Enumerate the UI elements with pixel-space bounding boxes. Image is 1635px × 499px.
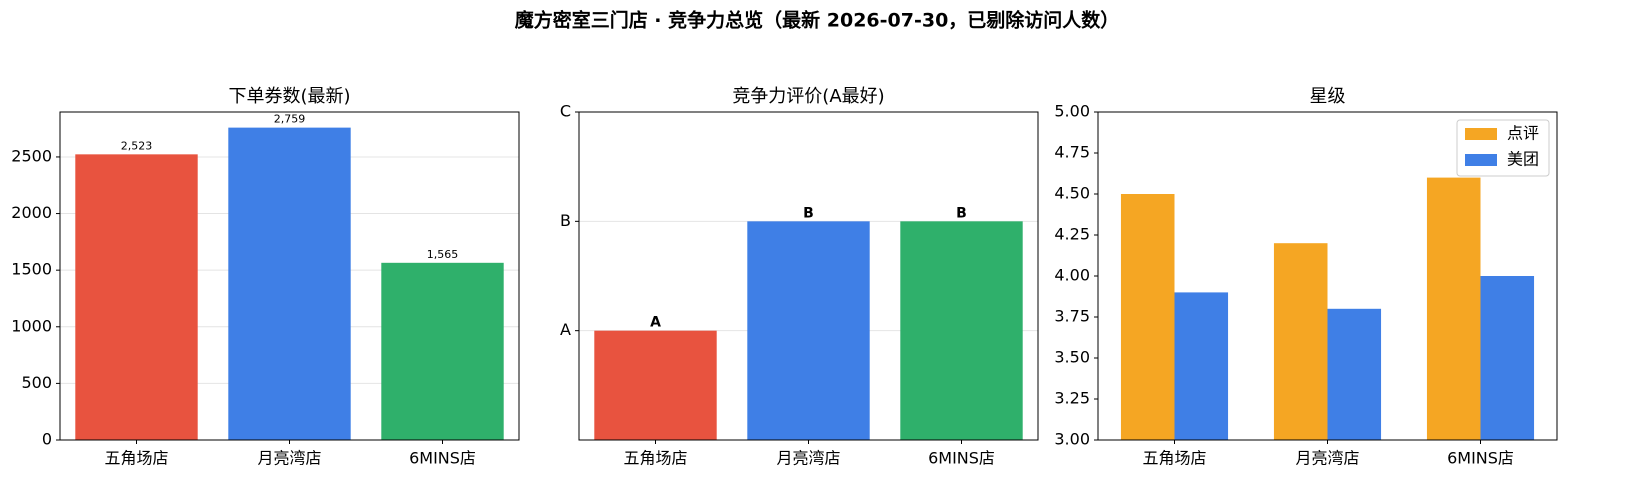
y-tick-label: 0: [42, 430, 52, 449]
y-tick-label: 5.00: [1054, 102, 1090, 121]
bar: [1174, 292, 1229, 440]
bar: [594, 330, 717, 440]
bar: [75, 154, 198, 441]
y-tick-label: 3.00: [1054, 430, 1090, 449]
bar: [900, 221, 1023, 440]
x-tick-label: 6MINS店: [928, 449, 995, 468]
axes-frame: [578, 111, 1039, 441]
value-label: 2,759: [274, 113, 306, 126]
suptitle: 魔方密室三门店 · 竞争力总览（最新 2026-07-30，已剔除访问人数）: [515, 9, 1120, 32]
axes-title: 下单券数(最新): [228, 86, 350, 107]
y-tick-label: 3.75: [1054, 307, 1090, 326]
bar: [1480, 276, 1535, 440]
y-tick-label: 4.00: [1054, 266, 1090, 285]
x-tick-label: 月亮湾店: [1295, 449, 1359, 468]
legend-swatch: [1465, 154, 1497, 166]
y-tick-label: 500: [21, 373, 52, 392]
value-label: 2,523: [121, 139, 153, 152]
bar: [1426, 177, 1481, 440]
y-tick-label: B: [560, 211, 571, 230]
y-tick-label: 1000: [11, 316, 52, 335]
bar: [381, 262, 504, 440]
x-tick-label: 月亮湾店: [776, 449, 840, 468]
legend-label: 点评: [1507, 124, 1539, 143]
x-tick-label: 6MINS店: [1447, 449, 1514, 468]
value-label: B: [956, 205, 967, 221]
bar: [1327, 308, 1382, 440]
x-tick-label: 五角场店: [104, 449, 168, 468]
y-tick-label: 4.25: [1054, 225, 1090, 244]
bar: [1120, 194, 1175, 440]
y-tick-label: 4.75: [1054, 143, 1090, 162]
x-tick-label: 五角场店: [1142, 449, 1206, 468]
y-tick-label: C: [560, 102, 571, 121]
legend-label: 美团: [1507, 150, 1539, 169]
bar: [747, 221, 870, 440]
legend-swatch: [1465, 128, 1497, 140]
y-tick-label: A: [560, 320, 571, 339]
y-tick-label: 3.50: [1054, 348, 1090, 367]
axes-frame: [1097, 111, 1558, 441]
axes-title: 星级: [1310, 86, 1346, 107]
value-label: 1,565: [427, 248, 459, 261]
value-label: A: [650, 315, 661, 331]
value-label: B: [803, 205, 814, 221]
bar: [1273, 243, 1328, 440]
y-tick-label: 3.25: [1054, 389, 1090, 408]
axes-title: 竞争力评价(A最好): [732, 86, 884, 107]
bar: [228, 127, 351, 440]
x-tick-label: 五角场店: [623, 449, 687, 468]
x-tick-label: 6MINS店: [409, 449, 476, 468]
axes-frame: [59, 111, 520, 441]
y-tick-label: 4.50: [1054, 184, 1090, 203]
y-tick-label: 2000: [11, 203, 52, 222]
y-tick-label: 1500: [11, 260, 52, 279]
y-tick-label: 2500: [11, 146, 52, 165]
x-tick-label: 月亮湾店: [257, 449, 321, 468]
